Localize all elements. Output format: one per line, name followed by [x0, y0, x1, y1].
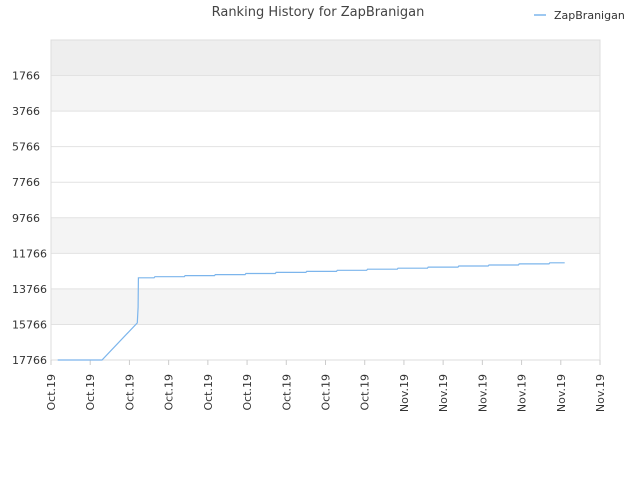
x-tick-label: Oct.19 [320, 374, 333, 411]
plot-band [51, 111, 600, 147]
x-tick-label: Nov.19 [437, 374, 450, 412]
legend-label: ZapBranigan [554, 9, 625, 22]
y-tick-label: 17766 [12, 354, 47, 367]
x-tick-label: Oct.19 [359, 374, 372, 411]
x-tick-label: Oct.19 [84, 374, 97, 411]
x-tick-label: Oct.19 [241, 374, 254, 411]
series-line-zapbranigan [57, 262, 565, 361]
x-axis-tick-labels: Oct.19 Oct.19 Oct.19 Oct.19 Oct.19 Oct.19 Oct.… [45, 360, 607, 412]
x-tick-label: Nov.19 [476, 374, 489, 412]
plot-band [51, 324, 600, 360]
x-tick-label: Oct.19 [123, 374, 136, 411]
y-tick-label: 3766 [12, 105, 40, 118]
plot-band [51, 217, 600, 254]
plot-band [51, 182, 600, 218]
y-axis-tick-labels: 1766 3766 5766 7766 9766 11766 13766 15766 17766 [12, 70, 47, 367]
x-tick-label: Nov.19 [555, 374, 568, 412]
x-tick-label: Nov.19 [516, 374, 529, 412]
x-tick-label: Oct.19 [202, 374, 215, 411]
x-tick-label: Nov.19 [594, 374, 607, 412]
y-tick-label: 15766 [12, 318, 47, 331]
y-tick-label: 7766 [12, 176, 40, 189]
plot-band [51, 146, 600, 183]
y-tick-label: 1766 [12, 70, 40, 83]
chart-title: Ranking History for ZapBranigan [212, 5, 425, 20]
plot-band [51, 40, 600, 76]
x-tick-label: Oct.19 [280, 374, 293, 411]
x-tick-label: Nov.19 [398, 374, 411, 412]
plot-band [51, 288, 600, 325]
y-tick-label: 13766 [12, 283, 47, 296]
legend[interactable]: ZapBranigan [534, 9, 625, 22]
x-tick-label: Oct.19 [163, 374, 176, 411]
plot-background-bands [51, 40, 600, 360]
x-tick-label: Oct.19 [45, 374, 58, 411]
y-tick-label: 11766 [12, 247, 47, 260]
y-tick-label: 9766 [12, 212, 40, 225]
series-layer [57, 262, 565, 361]
y-tick-label: 5766 [12, 141, 40, 154]
plot-band [51, 75, 600, 112]
